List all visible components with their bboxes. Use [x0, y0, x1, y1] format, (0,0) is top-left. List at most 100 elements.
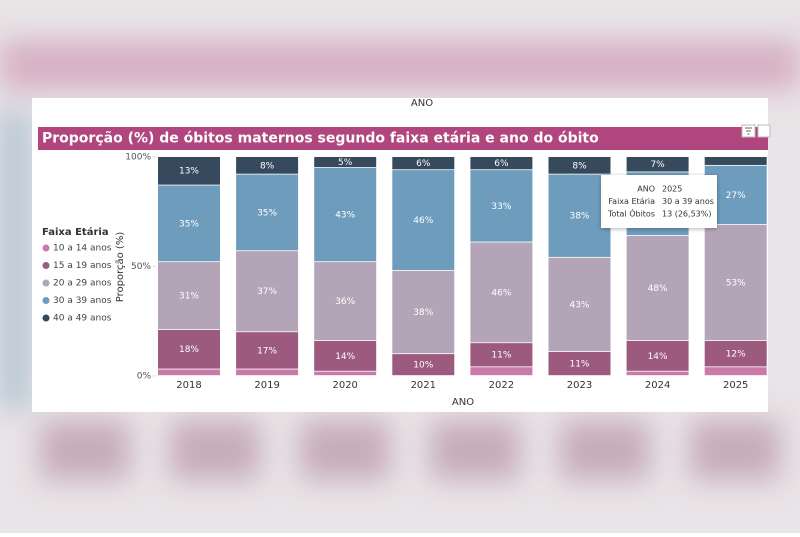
tooltip-box: [601, 175, 717, 228]
legend-label: 30 a 39 anos: [53, 296, 112, 306]
bar-segment: [392, 354, 455, 376]
bar-segment: [470, 157, 533, 170]
data-label: 12%: [726, 350, 746, 360]
bar-segment: [470, 343, 533, 367]
data-label: 43%: [335, 211, 355, 221]
title-bar: [38, 127, 768, 150]
tooltip-key: ANO: [637, 185, 655, 194]
x-tick-label: 2020: [332, 380, 357, 391]
bar-segment: [626, 340, 689, 371]
data-label: 36%: [335, 297, 355, 307]
bar-segment: [158, 369, 220, 376]
bar-segment: [548, 174, 611, 257]
bar-segment: [314, 262, 377, 341]
data-label: 17%: [257, 346, 277, 356]
data-label: 10%: [413, 361, 433, 371]
x-tick-label: 2022: [489, 380, 514, 391]
x-tick-label: 2023: [567, 380, 592, 391]
bar-segment: [704, 224, 767, 341]
y-tick-label: 50%: [131, 262, 151, 272]
bar-segment: [626, 371, 689, 376]
tooltip-value: 2025: [662, 185, 682, 194]
bar-segment: [314, 167, 377, 262]
data-label: 33%: [491, 202, 511, 212]
data-label: 6%: [494, 159, 509, 169]
x-tick-label: 2018: [176, 380, 201, 391]
bar-segment: [314, 157, 377, 168]
data-label: 5%: [338, 158, 353, 168]
y-tick-label: 0%: [137, 372, 152, 382]
bar-segment: [314, 340, 377, 371]
data-label: 11%: [569, 359, 589, 369]
data-label: 8%: [572, 161, 587, 171]
bar-segment: [236, 369, 299, 376]
legend-marker: [42, 314, 50, 322]
bar-segment: [470, 170, 533, 242]
x-tick-label: 2025: [723, 380, 748, 391]
data-label: 27%: [726, 191, 746, 201]
data-label: 35%: [257, 208, 277, 218]
bar-segment: [626, 157, 689, 172]
bar-segment: [470, 242, 533, 343]
data-label: 11%: [491, 351, 511, 361]
bar-segment: [236, 174, 299, 251]
bar-segment: [236, 251, 299, 332]
y-tick-label: 100%: [125, 153, 151, 163]
bar-segment: [314, 371, 377, 376]
bar-segment: [158, 330, 220, 369]
x-tick-label: 2021: [411, 380, 436, 391]
bar-segment: [158, 157, 220, 185]
data-label: 38%: [569, 212, 589, 222]
bar-segment: [158, 262, 220, 330]
y-axis-label: Proporção (%): [115, 232, 126, 303]
data-label: 43%: [569, 300, 589, 310]
data-label: 46%: [413, 216, 433, 226]
bar-segment: [392, 170, 455, 271]
data-label: 8%: [260, 161, 275, 171]
tooltip-key: Faixa Etária: [608, 197, 655, 206]
x-tick-label: 2019: [254, 380, 279, 391]
bar-segment: [392, 270, 455, 354]
legend-title: Faixa Etária: [42, 226, 109, 238]
chart-title: Proporção (%) de óbitos maternos segundo…: [42, 131, 599, 147]
data-label: 14%: [335, 352, 355, 362]
data-label: 37%: [257, 287, 277, 297]
legend-marker: [42, 244, 50, 252]
data-label: 48%: [648, 284, 668, 294]
data-label: 38%: [413, 308, 433, 318]
data-label: 14%: [648, 352, 668, 362]
legend-label: 15 a 19 anos: [53, 261, 112, 271]
bar-segment: [236, 332, 299, 369]
visual-icons[interactable]: [741, 124, 771, 138]
legend-label: 40 a 49 anos: [53, 314, 112, 324]
tooltip: ANO 2025 Faixa Etária 30 a 39 anos Total Óbi…: [601, 175, 717, 228]
legend-marker: [42, 262, 50, 269]
legend-label: 20 a 29 anos: [53, 279, 112, 289]
bar-segment: [704, 367, 767, 376]
legend-marker: [42, 297, 50, 304]
bar-segment: [704, 340, 767, 367]
tooltip-value: 30 a 39 anos: [662, 197, 714, 206]
bar-segment: [236, 157, 299, 174]
bar-segment: [548, 351, 611, 376]
data-label: 13%: [179, 167, 199, 177]
tooltip-key: Total Óbitos: [607, 208, 655, 219]
data-label: 7%: [650, 160, 665, 170]
data-label: 53%: [726, 278, 746, 288]
x-tick-label: 2024: [645, 380, 670, 391]
tooltip-value: 13 (26,53%): [662, 210, 711, 219]
bar-segment: [704, 157, 767, 165]
header-axis-label: ANO: [411, 98, 433, 109]
legend-label: 10 a 14 anos: [53, 244, 112, 254]
data-label: 46%: [491, 288, 511, 298]
bar-segment: [470, 367, 533, 376]
data-label: 35%: [179, 219, 199, 229]
bar-segment: [548, 157, 611, 174]
bar-segment: [626, 235, 689, 341]
x-axis-label: ANO: [452, 397, 474, 408]
data-label: 31%: [179, 292, 199, 302]
data-label: 18%: [179, 345, 199, 355]
legend-marker: [42, 279, 50, 287]
